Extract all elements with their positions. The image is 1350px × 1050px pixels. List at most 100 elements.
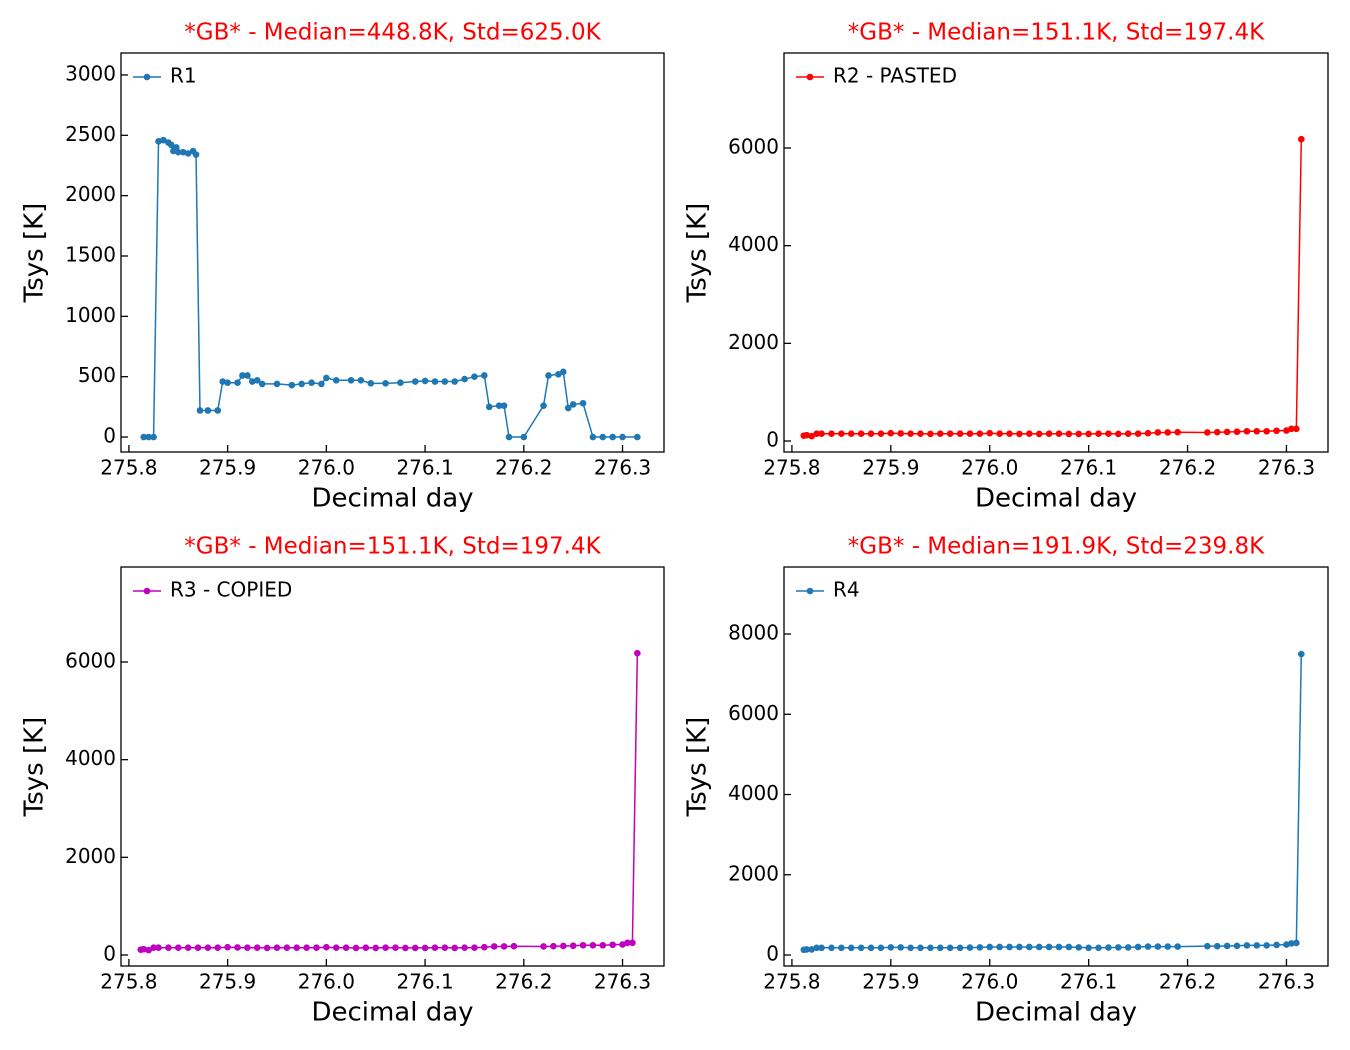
y-tick-label: 0	[766, 942, 779, 966]
x-tick-label: 276.0	[961, 970, 1018, 994]
data-point	[907, 944, 914, 952]
data-point	[1134, 430, 1142, 437]
x-tick-label: 276.1	[1060, 456, 1117, 480]
data-point	[140, 945, 148, 953]
data-point	[244, 944, 251, 951]
y-tick-label: 2000	[728, 861, 779, 885]
data-point	[160, 136, 167, 144]
data-point	[1085, 430, 1092, 438]
x-tick-label: 276.2	[1159, 456, 1216, 480]
data-point	[897, 430, 905, 437]
data-point	[589, 941, 597, 949]
data-point	[857, 944, 865, 952]
data-point	[1025, 943, 1033, 951]
data-point	[253, 377, 261, 384]
data-point	[485, 403, 493, 411]
data-point	[609, 941, 616, 949]
data-point	[1124, 430, 1132, 437]
data-point	[927, 430, 934, 438]
data-point	[579, 399, 587, 407]
x-tick-label: 275.8	[763, 456, 820, 480]
data-point	[490, 943, 498, 950]
y-tick-label: 1500	[65, 243, 116, 267]
data-point	[1016, 430, 1023, 438]
data-point	[1085, 944, 1092, 952]
data-point	[936, 944, 944, 952]
data-point	[1134, 943, 1142, 951]
subplot: *GB* - Median=151.1K, Std=197.4K Decimal …	[683, 20, 1329, 514]
y-tick-label: 4000	[728, 781, 779, 805]
x-axis-label: Decimal day	[975, 484, 1137, 514]
data-point	[996, 943, 1003, 951]
data-point	[986, 429, 994, 437]
data-point	[1025, 430, 1033, 437]
y-tick-label: 0	[766, 428, 779, 452]
data-point	[234, 944, 241, 951]
data-point	[168, 141, 175, 149]
subplot: *GB* - Median=448.8K, Std=625.0K Decimal …	[20, 20, 665, 514]
data-point	[813, 944, 820, 952]
data-point	[155, 138, 162, 145]
data-point	[1035, 943, 1043, 951]
data-point	[1105, 430, 1112, 437]
data-point	[179, 148, 187, 156]
data-point	[451, 944, 458, 952]
x-tick-label: 275.8	[100, 970, 157, 994]
data-point	[481, 943, 488, 951]
x-tick-label: 276.2	[495, 970, 552, 994]
y-tick-label: 0	[103, 424, 116, 448]
data-point	[204, 407, 212, 414]
data-point	[150, 944, 157, 951]
legend-label: R3 - COPIED	[170, 578, 292, 602]
legend-label: R2 - PASTED	[833, 64, 957, 88]
data-point	[1065, 943, 1073, 951]
data-point	[1233, 942, 1241, 950]
data-point	[946, 944, 954, 952]
data-point	[917, 944, 924, 952]
data-point	[441, 378, 449, 385]
data-point	[1297, 135, 1305, 143]
plot-area	[800, 135, 1305, 440]
y-tick-label: 6000	[728, 701, 779, 725]
data-point	[1045, 430, 1053, 437]
data-point	[946, 430, 954, 437]
data-point	[1283, 941, 1290, 948]
data-point	[234, 379, 241, 387]
data-point	[219, 378, 226, 385]
series-line	[143, 139, 638, 438]
data-point	[471, 944, 478, 951]
data-point	[332, 944, 340, 951]
data-point	[1288, 425, 1295, 433]
x-tick-label: 276.3	[594, 456, 651, 480]
data-point	[342, 944, 350, 951]
series-line	[803, 139, 1303, 437]
data-point	[1144, 943, 1152, 950]
data-point	[174, 944, 182, 951]
data-point	[249, 378, 256, 385]
legend-marker	[143, 73, 151, 81]
data-point	[1293, 939, 1300, 947]
data-point	[1174, 943, 1181, 950]
data-point	[441, 944, 449, 951]
data-point	[1263, 427, 1270, 435]
data-point	[194, 944, 202, 951]
data-point	[847, 944, 855, 952]
x-tick-label: 275.8	[100, 456, 157, 480]
plot-area	[137, 649, 641, 954]
x-tick-label: 275.9	[199, 970, 256, 994]
data-point	[1213, 428, 1221, 436]
data-point	[1075, 944, 1083, 951]
data-point	[540, 943, 547, 950]
data-point	[813, 430, 820, 437]
data-point	[976, 430, 984, 437]
data-point	[402, 944, 409, 952]
data-point	[1213, 942, 1221, 950]
data-point	[1164, 943, 1172, 950]
data-point	[263, 944, 271, 952]
data-point	[1075, 430, 1083, 438]
data-point	[239, 372, 246, 379]
axes-frame	[120, 566, 665, 967]
data-point	[431, 944, 439, 951]
data-point	[224, 943, 231, 951]
data-point	[550, 942, 557, 950]
